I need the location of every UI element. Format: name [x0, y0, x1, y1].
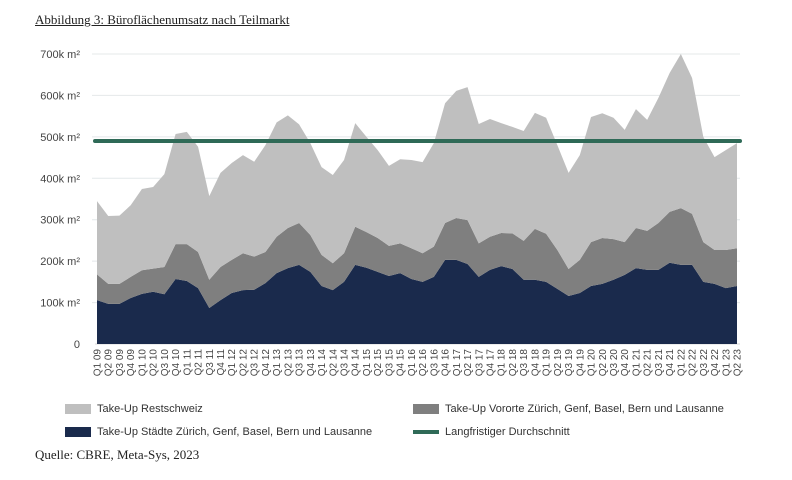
x-tick-label: Q4 10	[171, 349, 182, 377]
x-tick-label: Q1 16	[407, 349, 418, 377]
x-tick-label: Q4 20	[620, 349, 631, 377]
x-tick-label: Q1 11	[182, 349, 193, 376]
x-tick-label: Q3 12	[250, 349, 261, 377]
area-series-1	[97, 208, 737, 308]
x-tick-label: Q4 14	[351, 349, 362, 377]
y-tick-label: 100k m²	[40, 298, 80, 310]
area-series-0	[97, 259, 737, 344]
x-tick-label: Q4 19	[575, 349, 586, 377]
x-tick-label: Q1 09	[93, 349, 104, 377]
chart-title: Abbildung 3: Büroflächenumsatz nach Teil…	[35, 12, 290, 27]
x-tick-label: Q2 19	[553, 349, 564, 377]
x-tick-label: Q4 15	[396, 349, 407, 377]
x-tick-label: Q4 11	[216, 349, 227, 376]
x-tick-label: Q2 14	[328, 349, 339, 377]
x-tick-label: Q2 12	[238, 349, 249, 377]
y-tick-label: 700k m²	[40, 49, 80, 61]
x-tick-label: Q2 13	[283, 349, 294, 377]
legend-label: Take-Up Vororte Zürich, Genf, Basel, Ber…	[445, 403, 724, 415]
x-tick-label: Q2 11	[194, 349, 205, 376]
x-tick-label: Q4 09	[126, 349, 137, 377]
y-tick-label: 300k m²	[40, 215, 80, 227]
x-tick-label: Q1 10	[137, 349, 148, 377]
x-tick-label: Q1 12	[227, 349, 238, 377]
legend-item-vororte: Take-Up Vororte Zürich, Genf, Basel, Ber…	[413, 403, 724, 415]
legend-label: Langfristiger Durchschnitt	[445, 426, 570, 438]
x-tick-label: Q1 13	[272, 349, 283, 377]
legend-swatch	[65, 404, 91, 414]
x-tick-label: Q3 14	[340, 349, 351, 377]
x-tick-label: Q2 22	[688, 349, 699, 377]
x-tick-label: Q4 22	[710, 349, 721, 377]
x-tick-label: Q3 10	[160, 349, 171, 377]
x-tick-label: Q4 16	[441, 349, 452, 377]
legend-item-durchschnitt: Langfristiger Durchschnitt	[413, 426, 570, 438]
y-tick-label: 0	[74, 339, 80, 351]
x-tick-label: Q3 20	[609, 349, 620, 377]
area-series-2	[97, 54, 737, 284]
legend-swatch	[65, 427, 91, 437]
x-tick-label: Q2 17	[463, 349, 474, 377]
legend-item-staedte: Take-Up Städte Zürich, Genf, Basel, Bern…	[65, 426, 372, 438]
x-tick-label: Q1 18	[497, 349, 508, 377]
x-tick-label: Q1 21	[631, 349, 642, 377]
legend-item-restschweiz: Take-Up Restschweiz	[65, 403, 203, 415]
x-tick-label: Q3 21	[654, 349, 665, 377]
legend-label: Take-Up Städte Zürich, Genf, Basel, Bern…	[97, 426, 373, 438]
legend-label: Take-Up Restschweiz	[97, 403, 203, 415]
x-tick-label: Q3 09	[115, 349, 126, 377]
legend-swatch	[413, 404, 439, 414]
x-tick-label: Q1 15	[362, 349, 373, 377]
x-tick-label: Q2 10	[149, 349, 160, 377]
y-axis-ticks: 0 100k m² 200k m² 300k m² 400k m² 500k m² 600k…	[40, 49, 80, 351]
x-tick-label: Q2 18	[508, 349, 519, 377]
x-tick-label: Q4 13	[306, 349, 317, 377]
x-tick-label: Q1 20	[587, 349, 598, 377]
stacked-area-chart: 0 100k m² 200k m² 300k m² 400k m² 500k m² 600k…	[40, 49, 744, 377]
x-tick-label: Q2 15	[373, 349, 384, 377]
x-tick-label: Q1 23	[721, 349, 732, 377]
x-tick-label: Q2 23	[733, 349, 744, 377]
area-series	[97, 54, 737, 344]
x-tick-label: Q1 22	[676, 349, 687, 377]
x-tick-label: Q3 17	[474, 349, 485, 377]
x-tick-label: Q4 18	[530, 349, 541, 377]
x-tick-label: Q3 13	[295, 349, 306, 377]
x-tick-label: Q3 22	[699, 349, 710, 377]
x-tick-label: Q3 11	[205, 349, 216, 376]
x-tick-label: Q1 19	[542, 349, 553, 377]
x-tick-label: Q1 17	[452, 349, 463, 377]
x-tick-label: Q4 17	[485, 349, 496, 377]
x-tick-label: Q2 16	[418, 349, 429, 377]
x-tick-label: Q1 14	[317, 349, 328, 377]
x-tick-label: Q4 12	[261, 349, 272, 377]
x-tick-label: Q3 15	[384, 349, 395, 377]
legend-line-swatch	[413, 430, 439, 434]
y-tick-label: 600k m²	[40, 90, 80, 102]
y-tick-label: 200k m²	[40, 256, 80, 268]
x-axis-ticks: Q1 09 Q2 09 Q3 09 Q4 09 Q1 10 Q2 10 Q3 10 Q4 10…	[93, 349, 744, 377]
x-tick-label: Q3 18	[519, 349, 530, 377]
y-tick-label: 400k m²	[40, 173, 80, 185]
y-tick-label: 500k m²	[40, 132, 80, 144]
source-note: Quelle: CBRE, Meta-Sys, 2023	[35, 447, 200, 462]
x-tick-label: Q3 19	[564, 349, 575, 377]
x-tick-label: Q2 21	[643, 349, 654, 377]
x-tick-label: Q2 09	[104, 349, 115, 377]
x-tick-label: Q3 16	[429, 349, 440, 377]
x-tick-label: Q2 20	[598, 349, 609, 377]
x-tick-label: Q4 21	[665, 349, 676, 377]
